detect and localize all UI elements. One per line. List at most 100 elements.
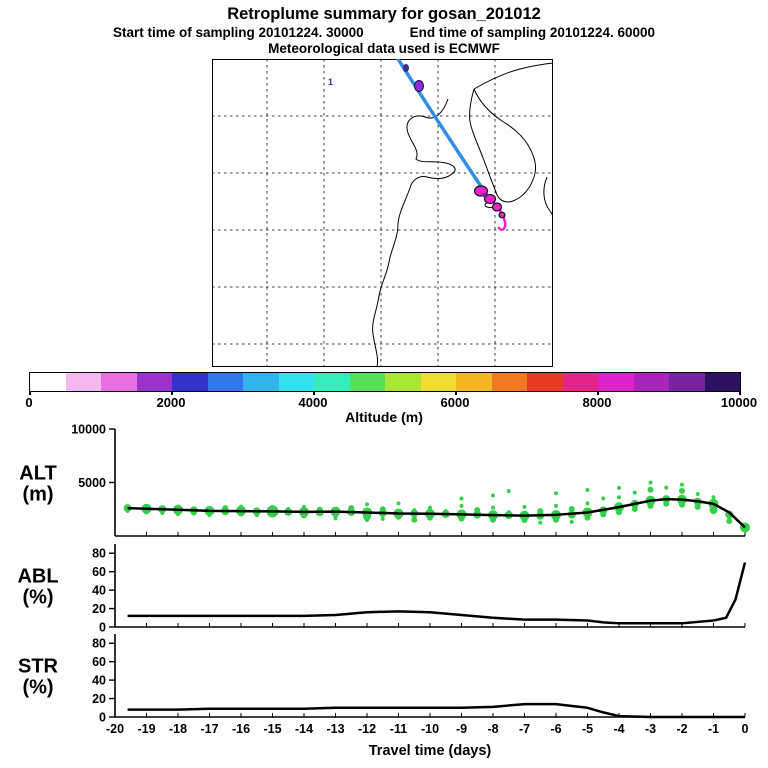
colorbar-cell: [633, 373, 669, 391]
x-tick-label: -2: [676, 722, 687, 736]
panel-ylabel: (m): [22, 484, 53, 506]
release-point-marker: 1: [328, 77, 333, 87]
colorbar-tick: [597, 391, 599, 395]
x-tick-label: 0: [742, 722, 749, 736]
x-tick-label: -4: [613, 722, 624, 736]
y-tick-label: 60: [92, 565, 106, 579]
colorbar-cell: [491, 373, 527, 391]
x-tick-label: -7: [519, 722, 530, 736]
x-tick-label: -5: [582, 722, 593, 736]
colorbar-cell: [314, 373, 350, 391]
x-tick-label: -18: [169, 722, 187, 736]
colorbar-cell: [278, 373, 314, 391]
colorbar-cell: [172, 373, 208, 391]
timeseries-panels: 5000 10000 ALT (m) 0 20 40 60 80 ABL (%) 0 20 40 60 80 S…: [0, 424, 768, 768]
trajectory-dot-high: [403, 64, 409, 72]
x-tick-label: -16: [232, 722, 250, 736]
colorbar-cell: [385, 373, 421, 391]
end-time-label: End time of sampling 20101224. 60000: [409, 25, 655, 40]
colorbar-cell: [207, 373, 243, 391]
panel-str: 0 20 40 60 80 STR(%): [18, 634, 746, 725]
y-tick-label: 0: [99, 711, 106, 725]
y-tick-label: 80: [92, 547, 106, 561]
colorbar-tick: [171, 391, 173, 395]
y-tick-label: 20: [92, 692, 106, 706]
y-tick-label: 40: [92, 584, 106, 598]
x-tick-label: -20: [106, 722, 124, 736]
colorbar-tick-label: 6000: [440, 395, 470, 410]
colorbar-cell: [101, 373, 137, 391]
colorbar-cell: [669, 373, 705, 391]
x-tick-label: -6: [550, 722, 561, 736]
colorbar-cell: [243, 373, 279, 391]
mean-line-str: [127, 702, 745, 719]
colorbar-cell: [349, 373, 385, 391]
panel-alt: 5000 10000 ALT(m): [19, 424, 750, 537]
y-tick-label: 40: [92, 674, 106, 688]
panels-svg: 500010000ALT(m)020406080ABL(%)020406080S…: [17, 424, 750, 759]
y-tick-label: 60: [92, 655, 106, 669]
x-tick-label: -9: [456, 722, 467, 736]
x-tick-label: -8: [487, 722, 498, 736]
colorbar-label: Altitude (m): [345, 409, 423, 425]
panel-ylabel: ABL: [17, 566, 58, 588]
sampling-times: Start time of sampling 20101224. 30000 E…: [0, 24, 768, 41]
colorbar-tick-label: 0: [25, 395, 33, 410]
colorbar-cell: [456, 373, 492, 391]
figure-header: Retroplume summary for gosan_201012 Star…: [0, 0, 768, 57]
colorbar-tick: [455, 391, 457, 395]
colorbar-tick-label: 2000: [156, 395, 186, 410]
altitude-colorbar: [29, 372, 741, 392]
colorbar-cell: [420, 373, 456, 391]
panel-ylabel: STR: [18, 656, 59, 678]
plume-blob-dark: [481, 192, 487, 198]
colorbar-cell: [704, 373, 740, 391]
y-tick-label: 10000: [71, 424, 106, 437]
trajectory-dot-mid: [414, 80, 424, 92]
map-frame: [212, 59, 553, 367]
x-axis-title: Travel time (days): [369, 743, 492, 759]
map-svg: 1: [212, 59, 553, 367]
colorbar-tick: [29, 391, 31, 395]
x-tick-label: -14: [295, 722, 313, 736]
panel-ylabel: (%): [22, 587, 53, 609]
x-tick-label: -12: [358, 722, 376, 736]
trajectory-line: [396, 59, 488, 196]
x-tick-label: -10: [421, 722, 439, 736]
met-data-label: Meteorological data used is ECMWF: [268, 41, 500, 56]
x-tick-label: -3: [645, 722, 656, 736]
panel-ylabel: (%): [22, 677, 53, 699]
start-time-label: Start time of sampling 20101224. 30000: [112, 25, 364, 40]
colorbar-tick: [313, 391, 315, 395]
y-tick-label: 0: [99, 621, 106, 635]
colorbar-cell: [30, 373, 66, 391]
y-tick-label: 5000: [78, 476, 106, 490]
x-tick-label: -17: [200, 722, 218, 736]
x-tick-label: -13: [326, 722, 344, 736]
plume-blobs: [473, 185, 506, 219]
x-tick-label: -19: [137, 722, 155, 736]
colorbar-tick-label: 10000: [720, 395, 758, 410]
colorbar-tick: [739, 391, 741, 395]
colorbar-cell: [562, 373, 598, 391]
panel-ylabel: ALT: [19, 463, 56, 485]
x-tick-label: -11: [390, 722, 407, 736]
colorbar-cell: [598, 373, 634, 391]
alt-scatter-points: [123, 480, 750, 533]
colorbar-cell: [527, 373, 563, 391]
mean-line-abl: [127, 562, 747, 625]
y-tick-label: 80: [92, 637, 106, 651]
colorbar-tick-label: 4000: [298, 395, 328, 410]
x-tick-label: -15: [263, 722, 281, 736]
colorbar-tick-label: 8000: [582, 395, 612, 410]
figure-title: Retroplume summary for gosan_201012: [227, 5, 541, 23]
altitude-colorbar-section: 0 2000 4000 6000 8000 10000 Altitude (m): [0, 372, 768, 425]
trajectory-map: 1: [212, 59, 553, 367]
x-axis-labels: -20 -19 -18 -17 -16 -15 -14 -13 -12 -11 -10 -9 -8 -7-…: [106, 722, 749, 759]
panel-abl: 0 20 40 60 80 ABL(%): [17, 544, 747, 635]
colorbar-cell: [136, 373, 172, 391]
map-gridlines: [212, 59, 553, 367]
coastlines: [372, 62, 553, 367]
mean-line-alt: [127, 497, 746, 529]
